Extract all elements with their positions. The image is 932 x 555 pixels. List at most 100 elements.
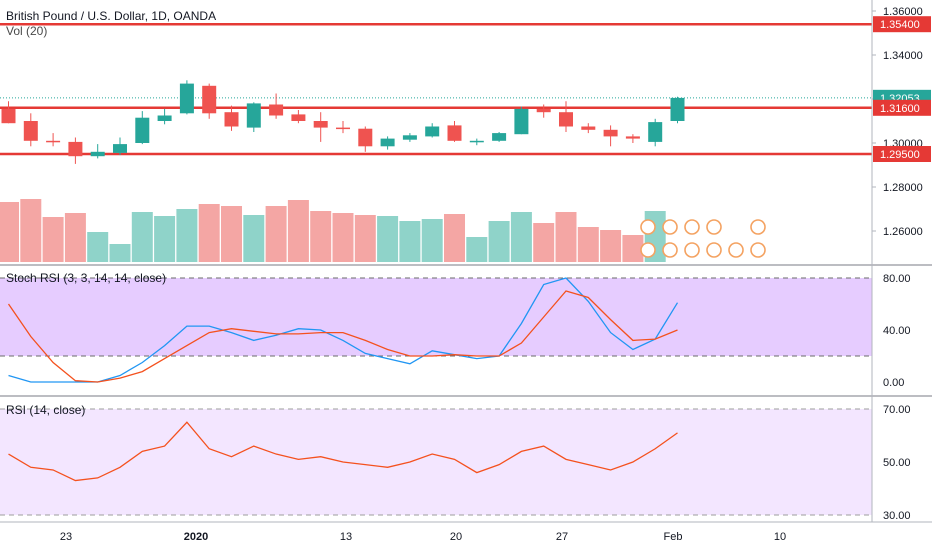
volume-bar: [131, 212, 153, 262]
volume-bar: [64, 213, 86, 262]
candle-body[interactable]: [536, 108, 551, 113]
candle-body[interactable]: [246, 103, 261, 128]
candle-body[interactable]: [157, 115, 172, 122]
volume-bar: [354, 215, 376, 262]
volume-bar: [399, 221, 421, 262]
candle-body[interactable]: [202, 85, 217, 114]
candle-body[interactable]: [291, 114, 306, 121]
price-label-badge: [873, 99, 931, 116]
volume-bar: [154, 216, 176, 262]
candle-body[interactable]: [1, 108, 16, 124]
candle-body[interactable]: [46, 140, 61, 143]
event-flag-icon[interactable]: [684, 242, 700, 258]
rsi-tick-label: 30.00: [883, 510, 911, 522]
candle-body[interactable]: [179, 83, 194, 114]
volume-bar: [87, 232, 109, 262]
time-tick-label: 27: [556, 531, 568, 543]
volume-bar: [377, 216, 399, 262]
candle-body[interactable]: [425, 126, 440, 137]
event-flag-icon[interactable]: [750, 219, 766, 235]
candle-body[interactable]: [358, 128, 373, 147]
event-flag-icon[interactable]: [662, 242, 678, 258]
event-flag-icon[interactable]: [684, 219, 700, 235]
candle-body[interactable]: [603, 129, 618, 137]
candle-body[interactable]: [648, 122, 663, 142]
volume-bar: [176, 209, 198, 262]
candle-body[interactable]: [68, 141, 83, 157]
candle-body[interactable]: [559, 112, 573, 127]
candle-body[interactable]: [469, 140, 484, 143]
candle-body[interactable]: [670, 97, 685, 121]
volume-bar: [421, 219, 443, 262]
volume-bar: [310, 211, 332, 262]
price-tick-label: 1.26000: [883, 226, 923, 238]
chart-title: British Pound / U.S. Dollar, 1D, OANDA: [6, 9, 217, 23]
rsi-line[interactable]: [8, 421, 678, 482]
price-label-text: 1.35400: [880, 19, 920, 31]
price-label-badge: [873, 146, 931, 162]
stoch-rsi-legend: Stoch RSI (3, 3, 14, 14, close): [6, 271, 167, 285]
candle-body[interactable]: [492, 133, 507, 141]
time-tick-label: 13: [340, 531, 352, 543]
candle-body[interactable]: [313, 121, 328, 128]
volume-bar: [444, 214, 465, 262]
candle-body[interactable]: [625, 136, 640, 139]
volume-bar: [198, 204, 220, 262]
candle-body[interactable]: [224, 112, 239, 127]
time-tick-label: 2020: [184, 531, 208, 543]
event-flag-icon[interactable]: [640, 219, 656, 235]
time-tick-label: 23: [60, 531, 72, 543]
candle-body[interactable]: [269, 104, 284, 116]
volume-bar: [0, 202, 19, 262]
candle-body[interactable]: [90, 151, 105, 157]
price-label-badge: [873, 16, 931, 33]
event-flag-icon[interactable]: [706, 242, 722, 258]
volume-bar: [20, 199, 42, 262]
volume-bar: [332, 213, 354, 262]
candle-body[interactable]: [23, 121, 38, 141]
volume-bar: [221, 206, 242, 262]
rsi-tick-label: 50.00: [883, 457, 911, 469]
candle-body[interactable]: [336, 127, 350, 130]
volume-legend: Vol (20): [6, 24, 48, 38]
candle-body[interactable]: [514, 108, 529, 135]
candle-body[interactable]: [113, 144, 127, 153]
stoch-tick-label: 80.00: [883, 273, 911, 285]
candle-body[interactable]: [380, 138, 395, 147]
volume-bar: [287, 200, 309, 262]
rsi-band: [0, 409, 872, 515]
candle-body[interactable]: [581, 126, 596, 130]
volume-bar: [488, 221, 510, 262]
volume-bar: [466, 237, 488, 262]
event-flag-icon[interactable]: [728, 242, 744, 258]
price-label-text: 1.31600: [880, 103, 920, 115]
candle-body[interactable]: [135, 117, 150, 143]
stoch-d-line[interactable]: [7, 290, 678, 383]
price-label-text: 1.29500: [880, 149, 920, 161]
volume-bar: [42, 217, 64, 262]
volume-bar: [109, 244, 131, 262]
time-tick-label: Feb: [664, 531, 683, 543]
candle-body[interactable]: [402, 135, 417, 140]
volume-bar: [265, 206, 287, 262]
event-flag-icon[interactable]: [662, 219, 678, 235]
price-tick-label: 1.34000: [883, 50, 923, 62]
stoch-tick-label: 0.00: [883, 377, 904, 389]
volume-bar: [600, 230, 622, 262]
event-flag-icon[interactable]: [750, 242, 766, 258]
stoch-tick-label: 40.00: [883, 325, 911, 337]
candle-body[interactable]: [447, 125, 462, 141]
price-tick-label: 1.36000: [883, 6, 923, 18]
rsi-legend: RSI (14, close): [6, 403, 86, 417]
event-flag-icon[interactable]: [640, 242, 656, 258]
volume-bar: [243, 215, 265, 262]
volume-bar: [510, 212, 532, 262]
volume-bar: [577, 227, 599, 262]
event-flag-icon[interactable]: [706, 219, 722, 235]
stoch-k-line[interactable]: [8, 277, 679, 383]
stoch-band: [0, 278, 872, 356]
time-tick-label: 20: [450, 531, 462, 543]
volume-bar: [555, 212, 577, 262]
